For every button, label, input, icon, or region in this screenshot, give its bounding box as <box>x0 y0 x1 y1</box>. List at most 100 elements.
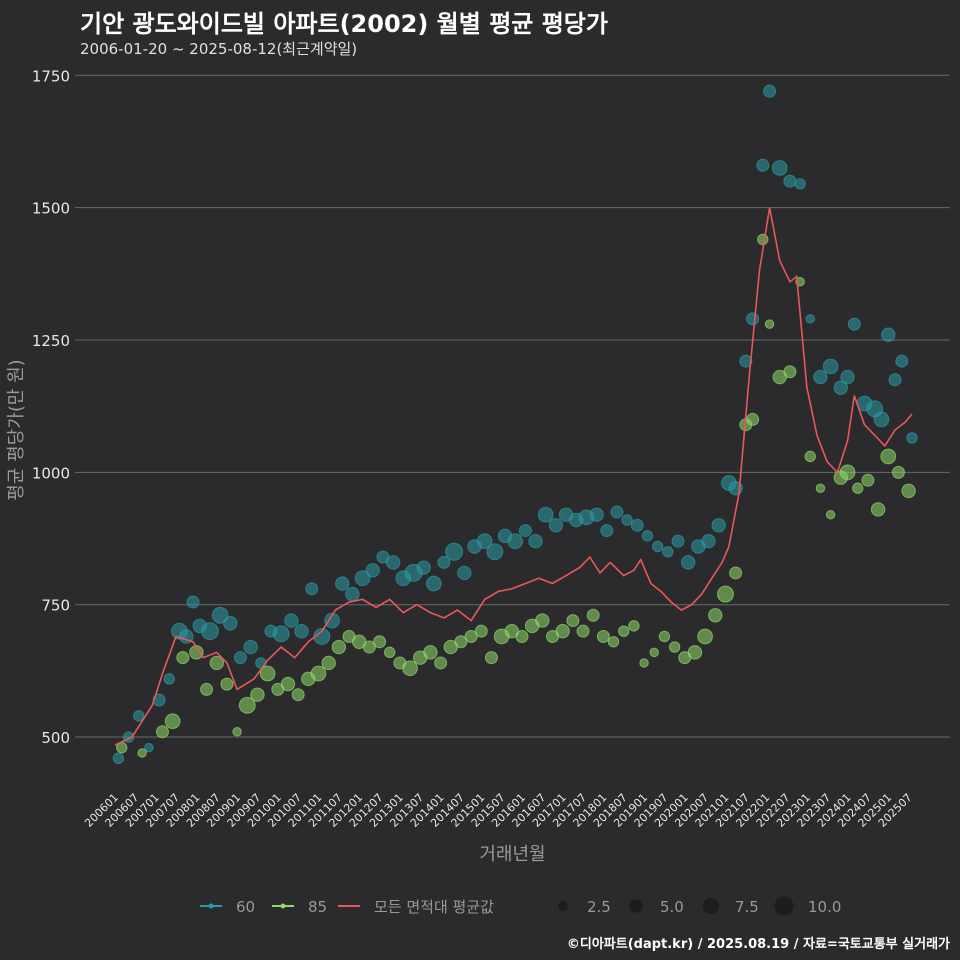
point-85 <box>668 641 681 653</box>
point-60 <box>294 623 309 639</box>
point-60 <box>906 432 918 444</box>
point-85 <box>607 636 620 648</box>
point-60 <box>805 314 815 324</box>
point-85 <box>321 655 336 671</box>
point-85 <box>484 651 498 665</box>
point-60 <box>152 693 166 707</box>
point-85 <box>238 696 256 714</box>
point-60 <box>457 565 472 581</box>
point-60 <box>223 616 238 631</box>
point-85 <box>384 646 396 659</box>
point-60 <box>763 84 777 98</box>
point-60 <box>847 317 861 331</box>
point-60 <box>133 710 145 722</box>
point-60 <box>112 752 125 764</box>
legend-label-s60: 60 <box>236 898 255 916</box>
point-60 <box>243 639 258 655</box>
point-60 <box>354 570 371 587</box>
y-tick-label: 1250 <box>32 332 70 350</box>
point-60 <box>641 530 654 542</box>
point-60 <box>630 518 644 532</box>
point-60 <box>486 543 504 561</box>
point-85 <box>535 613 550 628</box>
point-60 <box>537 506 554 523</box>
point-60 <box>548 518 564 533</box>
point-85 <box>576 624 590 638</box>
point-85 <box>331 639 347 655</box>
point-60 <box>528 533 543 549</box>
legend-size-label: 5.0 <box>660 898 684 916</box>
point-60 <box>610 505 624 519</box>
point-60 <box>186 595 200 609</box>
point-85 <box>757 233 769 246</box>
point-60 <box>881 327 896 342</box>
point-60 <box>324 612 340 629</box>
legend-dot-s85 <box>280 903 286 909</box>
y-tick-label: 500 <box>41 729 70 747</box>
point-85 <box>639 658 649 668</box>
point-60 <box>445 542 464 561</box>
point-60 <box>200 622 219 641</box>
point-85 <box>687 645 703 660</box>
point-85 <box>220 677 234 691</box>
point-85 <box>628 620 640 632</box>
legend-size-marker <box>702 897 720 915</box>
point-60 <box>771 160 788 176</box>
y-axis-label: 평균 평당가(만 원) <box>6 359 27 500</box>
legend-size-label: 7.5 <box>735 898 759 916</box>
legend-label-avg: 모든 면적대 평균값 <box>374 898 494 916</box>
point-60 <box>179 629 194 644</box>
point-85 <box>176 651 190 665</box>
point-60 <box>305 582 319 596</box>
legend-size-marker <box>774 896 794 916</box>
y-tick-label: 1000 <box>32 464 70 482</box>
point-85 <box>708 608 723 623</box>
x-axis-label: 거래년월 <box>479 844 545 865</box>
point-60 <box>813 369 828 385</box>
point-85 <box>402 660 418 677</box>
point-85 <box>825 509 836 520</box>
avg-line <box>114 207 913 746</box>
point-85 <box>717 585 734 603</box>
point-60 <box>756 158 770 172</box>
point-85 <box>474 624 488 638</box>
point-60 <box>589 507 604 522</box>
point-60 <box>476 533 493 550</box>
point-60 <box>211 606 229 624</box>
y-tick-label: 1750 <box>32 67 70 85</box>
point-60 <box>895 354 909 368</box>
point-85 <box>746 412 760 426</box>
point-85 <box>454 635 468 649</box>
point-85 <box>155 725 169 739</box>
point-60 <box>507 533 524 550</box>
credit-text: ©디아파트(dapt.kr) / 2025.08.19 / 자료=국토교통부 실… <box>566 937 950 952</box>
point-85 <box>250 687 265 702</box>
point-85 <box>804 450 816 463</box>
point-85 <box>901 483 916 499</box>
point-85 <box>137 748 147 758</box>
point-60 <box>345 586 360 602</box>
point-60 <box>711 518 726 533</box>
legend-size-label: 10.0 <box>808 898 841 916</box>
chart-subtitle: 2006-01-20 ~ 2025-08-12(최근계약일) <box>80 40 358 58</box>
point-85 <box>555 623 570 639</box>
point-85 <box>259 665 276 682</box>
point-60 <box>671 534 685 548</box>
point-85 <box>200 682 214 696</box>
point-60 <box>783 174 797 188</box>
point-85 <box>861 473 875 487</box>
point-60 <box>621 514 633 526</box>
point-60 <box>873 411 890 428</box>
point-85 <box>373 635 387 649</box>
chart-title: 기안 광도와이드빌 아파트(2002) 월별 평균 평당가 <box>80 10 608 38</box>
point-60 <box>680 555 696 570</box>
legend-size-label: 2.5 <box>587 898 611 916</box>
point-60 <box>888 373 902 387</box>
point-85 <box>839 464 856 481</box>
y-tick-label: 750 <box>41 597 70 615</box>
point-85 <box>232 727 242 737</box>
point-85 <box>423 645 438 660</box>
legend-dot-s60 <box>208 903 214 909</box>
point-85 <box>362 640 376 654</box>
